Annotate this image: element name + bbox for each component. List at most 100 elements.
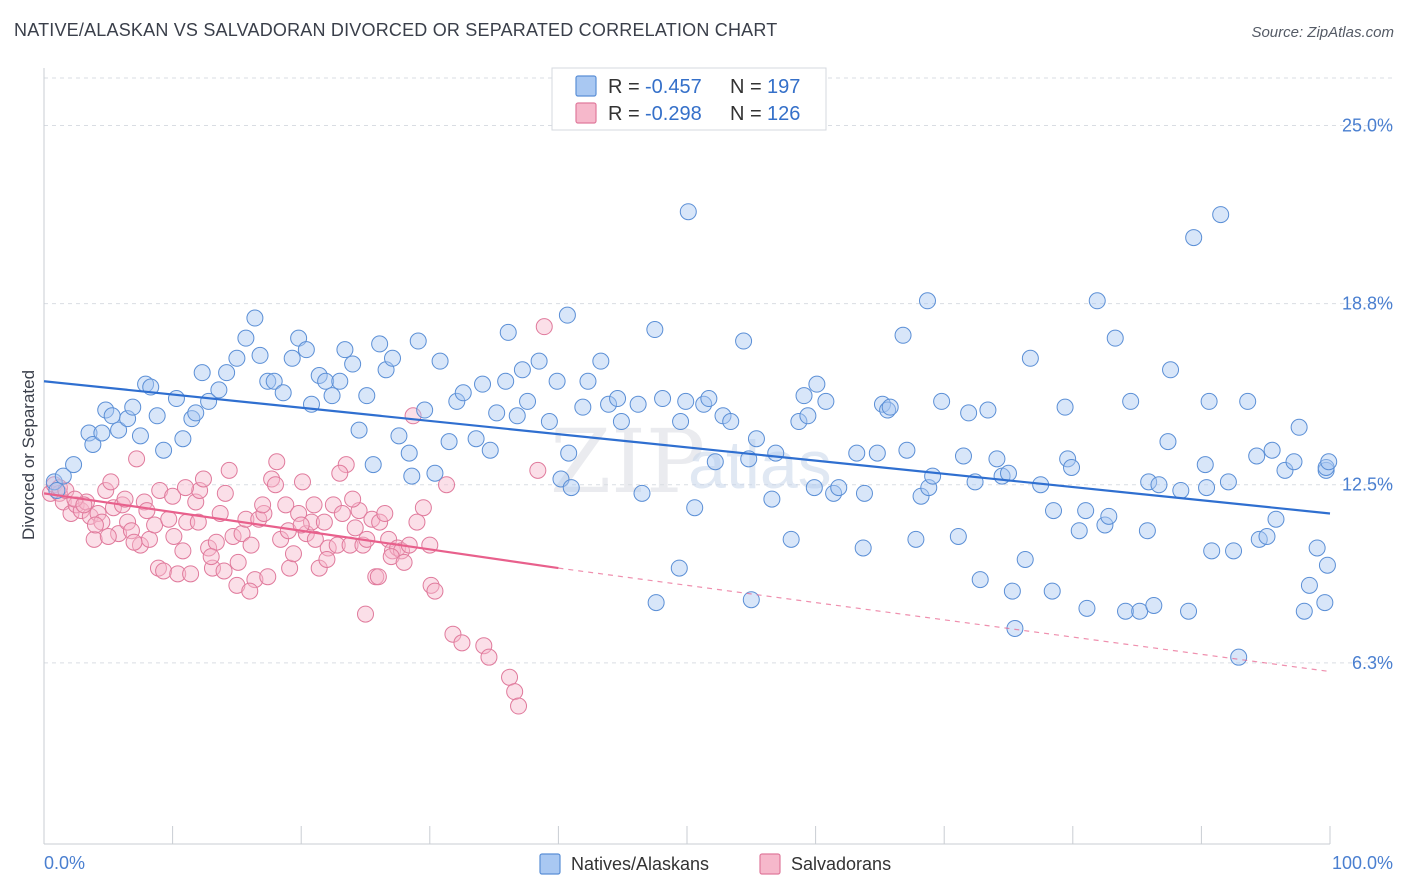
legend-r-value-salvadorans: -0.298 [645,103,702,125]
natives-alaskans-point [124,398,142,416]
natives-alaskans-point [454,384,472,402]
salvadorans-trend-line [43,492,559,570]
legend-n-value-salvadorans: 126 [767,103,800,125]
natives-alaskans-point [336,341,354,359]
salvadorans-point [99,527,117,545]
natives-alaskans-point [426,464,444,482]
y-axis-label: Divorced or Separated [19,370,38,540]
natives-alaskans-point [251,346,269,364]
natives-alaskans-point [274,384,292,402]
salvadorans-trend-extension [558,567,1331,673]
natives-alaskans-point [237,329,255,347]
natives-alaskans-point [633,484,651,502]
natives-alaskans-point [1185,229,1203,247]
salvadorans-point [241,582,259,600]
salvadorans-point [229,553,247,571]
natives-alaskans-point [310,367,328,385]
salvadorans-point [302,513,320,531]
salvadorans-point [202,548,220,566]
natives-alaskans-point [1239,392,1257,410]
natives-alaskans-point [331,372,349,390]
natives-alaskans-point [65,456,83,474]
salvadorans-point [160,510,178,528]
natives-alaskans-point [93,424,111,442]
natives-alaskans-point [988,450,1006,468]
salvadorans-point [220,461,238,479]
natives-alaskans-point [782,530,800,548]
natives-alaskans-point [1318,556,1336,574]
legend-n-label-natives: N = [730,76,762,98]
natives-alaskans-point [562,479,580,497]
natives-alaskans-point [513,361,531,379]
x-ticks [43,826,1331,844]
legend-box [551,67,827,131]
salvadorans-point [292,516,310,534]
salvadorans-point [75,496,93,514]
natives-alaskans-point [574,398,592,416]
bottom-legend-label-natives: Natives/Alaskans [571,854,709,874]
salvadorans-point [324,496,342,514]
salvadorans-point [277,496,295,514]
natives-alaskans-point [677,392,695,410]
natives-alaskans-point [700,390,718,408]
y-tick-label: 6.3% [1352,653,1393,673]
salvadorans-point [255,504,273,522]
salvadorans-point [357,605,374,623]
natives-alaskans-point [795,387,813,405]
salvadorans-point [174,542,192,560]
natives-alaskans-point [103,407,121,425]
salvadorans-point [102,473,120,491]
natives-alaskans-point [1159,433,1177,451]
natives-alaskans-point [1016,550,1034,568]
y-tick-label: 18.8% [1342,294,1393,314]
salvadorans-point [146,516,164,534]
natives-alaskans-point [868,444,886,462]
natives-alaskans-point [1198,479,1216,497]
source-label: Source: ZipAtlas.com [1251,24,1394,41]
legend-swatch-natives [575,75,597,97]
salvadorans-point [224,527,242,545]
natives-alaskans-point [167,390,185,408]
natives-alaskans-point [540,413,558,431]
chart-title: NATIVE/ALASKAN VS SALVADORAN DIVORCED OR… [14,20,778,40]
legend-r-label-salvadorans: R = [608,103,640,125]
salvadorans-point [149,559,167,577]
salvadorans-point [140,530,158,548]
salvadorans-point [529,461,547,479]
salvadorans-point [328,536,346,554]
salvadorans-point [57,481,75,499]
natives-alaskans-point [670,559,688,577]
natives-alaskans-point [1078,599,1096,617]
natives-alaskans-point [808,375,826,393]
natives-alaskans-point [228,349,246,367]
natives-alaskans-point [1145,596,1163,614]
natives-alaskans-point [672,413,690,431]
salvadorans-point [426,582,444,600]
natives-alaskans-point [805,479,823,497]
natives-alaskans-point [679,203,697,221]
natives-alaskans-point [592,352,610,370]
salvadorans-point [506,683,524,701]
salvadorans-point [165,527,183,545]
natives-alaskans-point [1225,542,1243,560]
bottom-legend: Natives/Alaskans Salvadorans [539,853,891,875]
natives-alaskans-point [747,430,765,448]
natives-alaskans-point [84,436,102,454]
natives-alaskans-point [1063,458,1081,476]
natives-alaskans-point [979,401,997,419]
natives-alaskans-point [297,341,315,359]
natives-alaskans-point [317,372,335,390]
natives-alaskans-point [817,392,835,410]
natives-alaskans-point [323,387,341,405]
natives-alaskans-point [1106,329,1124,347]
salvadorans-point [315,513,333,531]
salvadorans-point [169,565,187,583]
natives-alaskans-point [1059,450,1077,468]
salvadorans-points [41,318,553,715]
legend-n-label-salvadorans: N = [730,103,762,125]
salvadorans-point [215,562,233,580]
natives-alaskans-point [508,407,526,425]
salvadorans-point [125,533,143,551]
natives-alaskans-point [918,292,936,310]
salvadorans-point [501,668,519,686]
